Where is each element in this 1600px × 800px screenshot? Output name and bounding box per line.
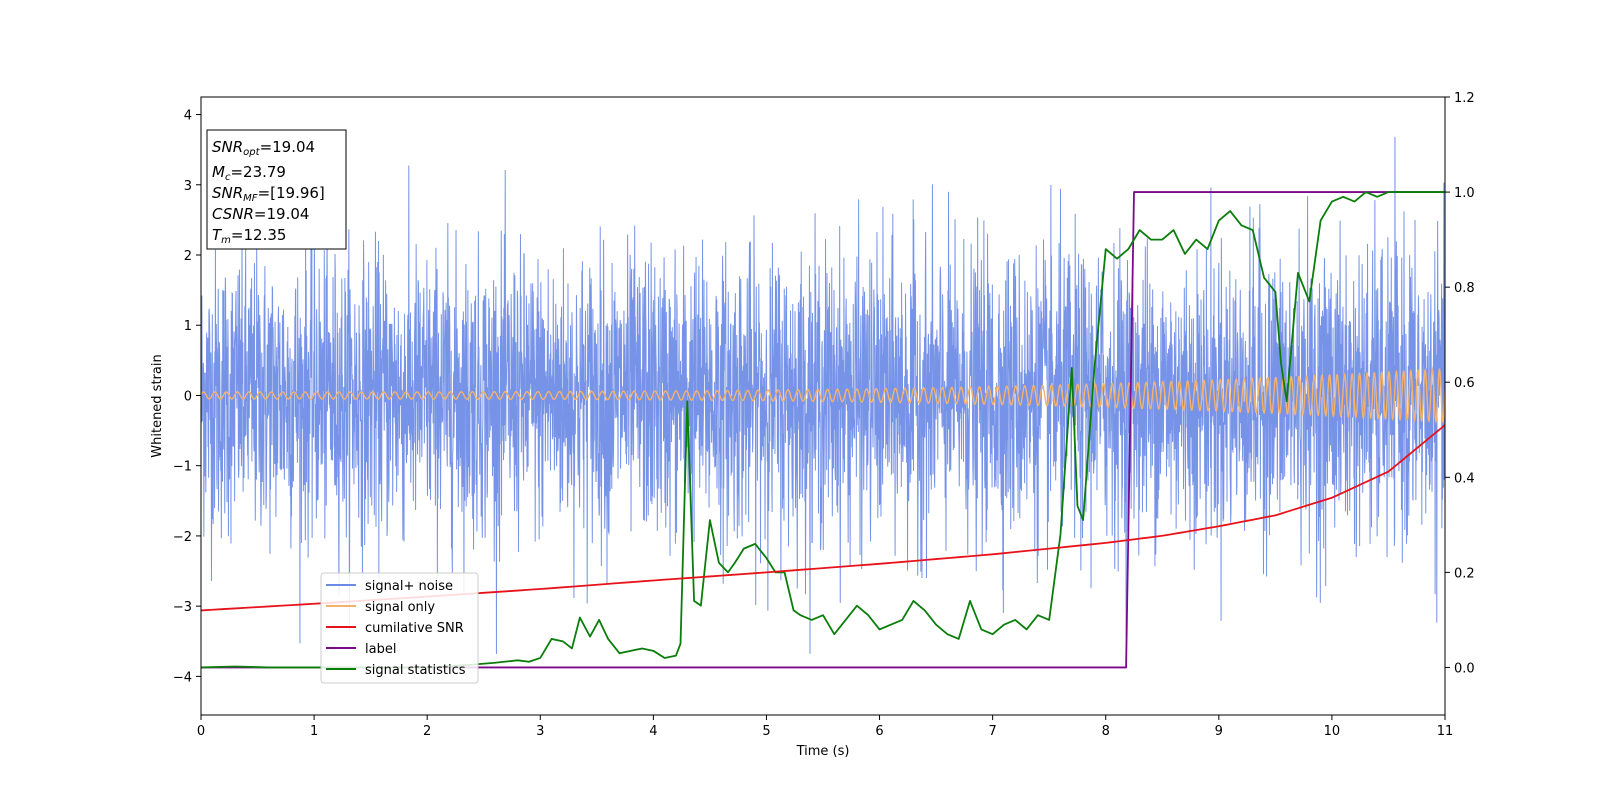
x-tick-label: 0: [197, 724, 205, 739]
x-tick-label: 8: [1102, 724, 1110, 739]
plot-frame: [200, 96, 1446, 716]
x-tick-label: 11: [1437, 724, 1454, 739]
x-tick-label: 1: [310, 724, 318, 739]
y-axis-left: −4 −3 −2 −1 0 1 2 3 4: [173, 109, 201, 685]
legend-label-cumilative-snr: cumilative SNR: [365, 621, 464, 636]
legend-label-signal-noise: signal+ noise: [365, 579, 453, 594]
info-csnr: CSNR=19.04: [212, 205, 309, 223]
x-tick-label: 2: [423, 724, 431, 739]
y-left-tick-label: −2: [173, 530, 192, 545]
y-right-tick-label: 0.4: [1454, 471, 1475, 486]
x-tick-label: 3: [536, 724, 544, 739]
y-left-tick-label: 4: [184, 109, 192, 124]
y-right-tick-label: 0.0: [1454, 661, 1475, 676]
legend-label-label: label: [365, 642, 396, 657]
info-mc: Mc=23.79: [212, 163, 286, 183]
line-signal-only: [201, 367, 1445, 425]
x-tick-label: 6: [875, 724, 883, 739]
series-signal-only: [201, 367, 1445, 425]
y-left-tick-label: 0: [184, 389, 192, 404]
x-tick-label: 10: [1324, 724, 1341, 739]
y-right-tick-label: 0.2: [1454, 566, 1475, 581]
info-snr-mf: SNRMF=[19.96]: [212, 184, 325, 204]
x-axis-label: Time (s): [796, 744, 850, 759]
y-left-tick-label: 2: [184, 249, 192, 264]
y-right-tick-label: 0.8: [1454, 281, 1475, 296]
legend-frame: [320, 572, 479, 684]
x-tick-label: 4: [649, 724, 657, 739]
y-left-tick-label: 1: [184, 319, 192, 334]
line-label: [201, 191, 1445, 669]
y-right-tick-label: 1.0: [1454, 186, 1475, 201]
legend-label-signal-only: signal only: [365, 600, 435, 615]
legend: signal+ noise signal only cumilative SNR…: [320, 572, 479, 684]
legend-label-signal-statistics: signal statistics: [365, 663, 466, 678]
y-left-tick-label: 3: [184, 179, 192, 194]
y-right-tick-label: 1.2: [1454, 91, 1475, 106]
y-axis-label: Whitened strain: [150, 354, 165, 457]
x-axis: 0 1 2 3 4 5 6 7 8 9 10 11: [197, 715, 1453, 739]
info-snr-opt: SNRopt=19.04: [212, 138, 315, 158]
y-left-tick-label: −3: [173, 600, 192, 615]
x-tick-label: 7: [988, 724, 996, 739]
y-axis-right: 0.0 0.2 0.4 0.6 0.8 1.0 1.2: [1445, 91, 1475, 676]
y-left-tick-label: −1: [173, 460, 192, 475]
info-tm: Tm=12.35: [212, 226, 286, 246]
x-tick-label: 9: [1215, 724, 1223, 739]
info-box: SNRopt=19.04 Mc=23.79 SNRMF=[19.96] CSNR…: [206, 129, 347, 250]
line-signal-statistics: [201, 191, 1445, 669]
x-tick-label: 5: [762, 724, 770, 739]
y-left-tick-label: −4: [173, 670, 192, 685]
y-right-tick-label: 0.6: [1454, 376, 1475, 391]
